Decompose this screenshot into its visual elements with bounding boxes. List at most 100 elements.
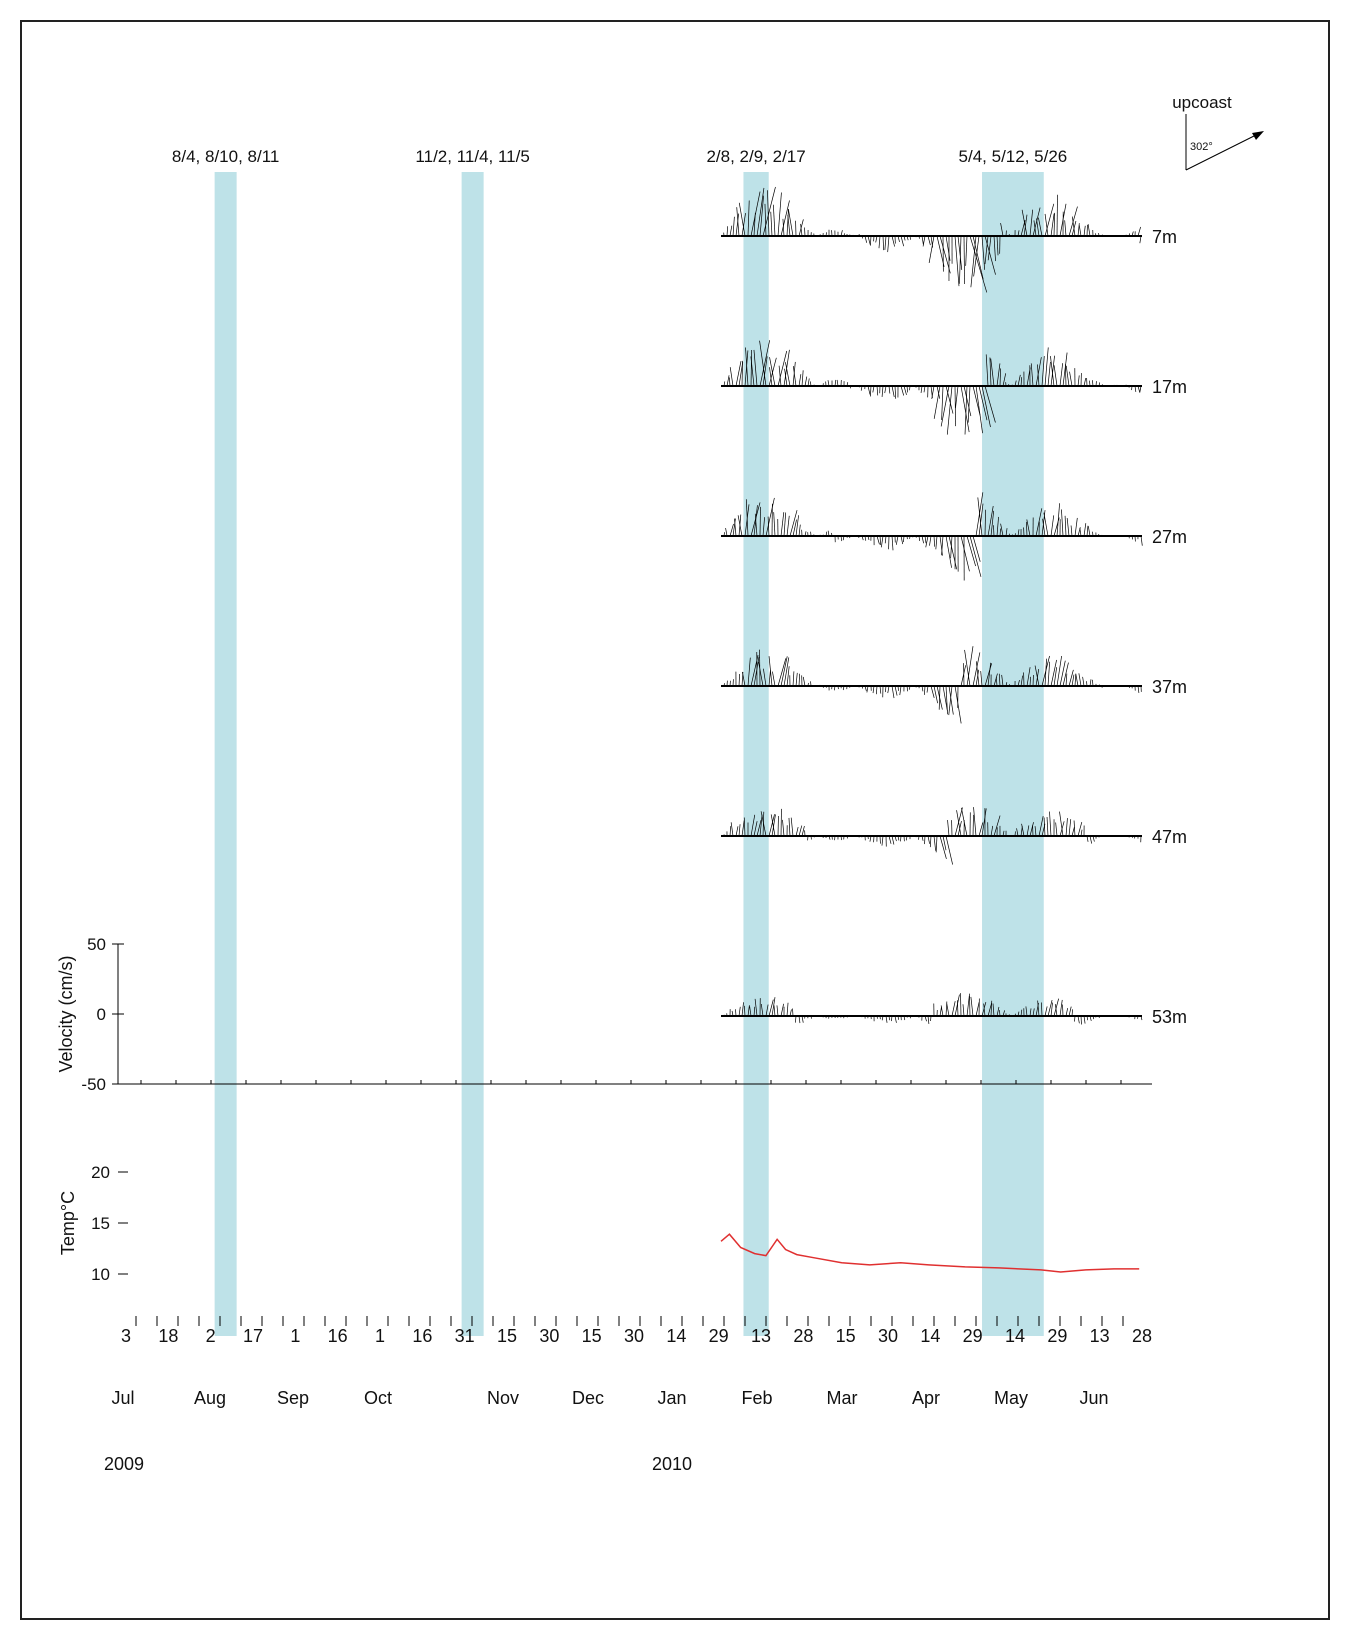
velocity-vector bbox=[749, 1006, 752, 1017]
velocity-vector bbox=[783, 657, 790, 687]
velocity-vector bbox=[992, 1003, 995, 1017]
velocity-vector bbox=[1082, 676, 1085, 687]
velocity-vector bbox=[961, 807, 968, 837]
month-label: Feb bbox=[741, 1388, 772, 1408]
velocity-vector bbox=[1056, 503, 1060, 537]
velocity-vector bbox=[753, 1006, 756, 1017]
velocity-vector bbox=[939, 235, 951, 274]
velocity-vector bbox=[1137, 685, 1140, 693]
velocity-vector bbox=[1053, 998, 1059, 1017]
velocity-vector bbox=[921, 535, 924, 544]
velocity-vector bbox=[1037, 364, 1040, 387]
velocity-vector bbox=[747, 200, 750, 237]
velocity-vector bbox=[798, 524, 801, 537]
velocity-vector bbox=[906, 385, 909, 393]
velocity-vector bbox=[963, 385, 972, 417]
current-temperature-chart: 8/4, 8/10, 8/11 11/2, 11/4, 11/5 2/8, 2/9,… bbox=[56, 93, 1264, 1474]
velocity-vector bbox=[767, 190, 770, 237]
velocity-vector bbox=[753, 212, 756, 237]
velocity-vector bbox=[973, 807, 977, 837]
velocity-vector bbox=[962, 1004, 965, 1017]
velocity-vector bbox=[827, 380, 830, 387]
velocity-vector bbox=[1021, 209, 1028, 237]
velocity-vector bbox=[760, 1003, 764, 1017]
velocity-vector bbox=[801, 1015, 804, 1023]
velocity-vector bbox=[1071, 1009, 1073, 1017]
month-label: Oct bbox=[364, 1388, 392, 1408]
velocity-vector bbox=[1087, 224, 1091, 237]
velocity-vector bbox=[831, 532, 833, 537]
velocity-vector bbox=[1064, 220, 1067, 237]
velocity-vector bbox=[1053, 365, 1058, 387]
velocity-vector bbox=[1087, 526, 1091, 537]
velocity-vector bbox=[969, 993, 971, 1017]
velocity-vector bbox=[1140, 535, 1143, 546]
velocity-vector bbox=[1065, 1008, 1069, 1017]
velocity-vector bbox=[1065, 364, 1067, 387]
velocity-vector bbox=[1062, 352, 1068, 387]
velocity-vector bbox=[1073, 820, 1076, 837]
velocity-vector bbox=[726, 226, 728, 237]
velocity-vector bbox=[762, 517, 765, 537]
velocity-vector bbox=[1044, 213, 1049, 237]
velocity-vector bbox=[1041, 356, 1045, 387]
velocity-vector bbox=[864, 535, 867, 541]
velocity-vector bbox=[777, 658, 787, 687]
velocity-vector bbox=[1038, 816, 1044, 837]
velocity-vector bbox=[960, 665, 967, 687]
velocity-vector bbox=[798, 374, 802, 387]
velocity-vector bbox=[758, 661, 764, 687]
velocity-vector bbox=[1059, 660, 1066, 687]
velocity-vector bbox=[834, 379, 837, 387]
velocity-vector bbox=[1046, 816, 1049, 837]
velocity-vector bbox=[927, 235, 931, 246]
velocity-vector bbox=[1047, 1000, 1053, 1017]
velocity-vector bbox=[735, 360, 742, 387]
velocity-tick-label: -50 bbox=[81, 1075, 106, 1094]
velocity-vector bbox=[891, 1015, 893, 1022]
depth-label-37m: 37m bbox=[1152, 677, 1187, 697]
velocity-vector bbox=[987, 662, 992, 687]
day-tick-label: 29 bbox=[709, 1326, 729, 1346]
velocity-vector bbox=[948, 535, 958, 570]
velocity-vector bbox=[836, 379, 839, 387]
velocity-vector bbox=[782, 819, 785, 837]
month-label: Aug bbox=[194, 1388, 226, 1408]
velocity-vector bbox=[786, 209, 789, 237]
velocity-vector bbox=[990, 510, 995, 537]
velocity-vector bbox=[1068, 1006, 1072, 1017]
highlight-band-1 bbox=[214, 172, 237, 1336]
velocity-vector bbox=[882, 235, 884, 251]
velocity-vector bbox=[765, 1004, 769, 1017]
velocity-vector bbox=[888, 385, 891, 394]
velocity-vector bbox=[972, 652, 981, 687]
velocity-vector bbox=[773, 204, 776, 237]
velocity-vector bbox=[780, 200, 790, 237]
velocity-vector bbox=[768, 656, 773, 687]
velocity-vector bbox=[861, 685, 864, 689]
velocity-vector bbox=[1005, 528, 1008, 537]
velocity-vector bbox=[801, 370, 804, 387]
velocity-vector bbox=[1068, 819, 1072, 837]
velocity-vector bbox=[955, 385, 959, 409]
depth-label-47m: 47m bbox=[1152, 827, 1187, 847]
velocity-vector bbox=[772, 671, 776, 687]
velocity-vector bbox=[741, 1002, 744, 1017]
velocity-vector bbox=[753, 821, 758, 837]
velocity-vector bbox=[742, 671, 746, 687]
velocity-vector bbox=[1077, 223, 1080, 237]
velocity-vector bbox=[1137, 226, 1141, 237]
velocity-vector bbox=[723, 381, 726, 387]
velocity-vector bbox=[741, 213, 746, 237]
velocity-vector bbox=[744, 350, 749, 387]
velocity-vector bbox=[750, 814, 756, 837]
velocity-vector bbox=[788, 817, 791, 837]
velocity-vector bbox=[998, 673, 1001, 687]
velocity-vector bbox=[1069, 371, 1073, 387]
velocity-vector bbox=[1053, 667, 1058, 687]
velocity-vector bbox=[987, 1003, 992, 1017]
velocity-vector bbox=[1002, 830, 1005, 837]
velocity-vector bbox=[741, 820, 745, 837]
velocity-vector bbox=[745, 499, 749, 537]
velocity-vector bbox=[900, 235, 905, 247]
